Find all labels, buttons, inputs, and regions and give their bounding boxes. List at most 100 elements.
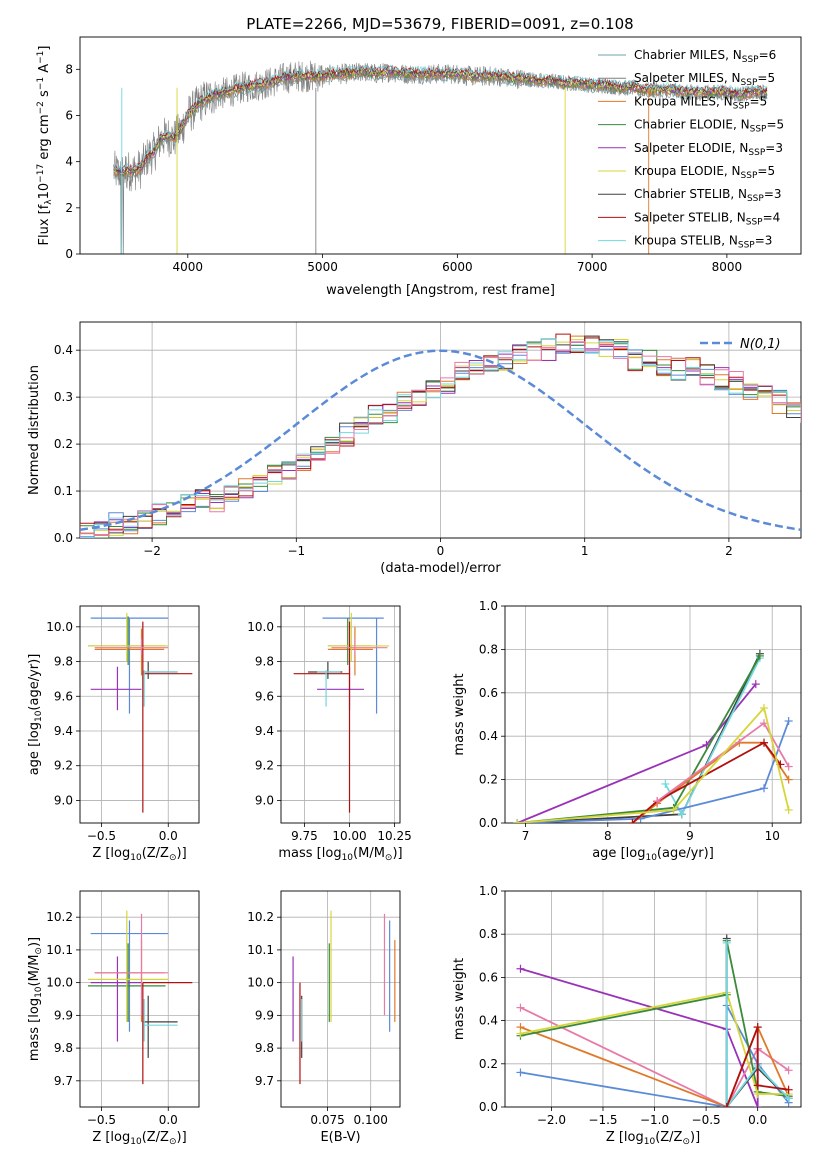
x-tick-label: −2.0 xyxy=(537,1113,566,1127)
x-tick-label: 10 xyxy=(765,829,780,843)
y-tick-label: 9.8 xyxy=(54,1041,73,1055)
x-tick-label: 8 xyxy=(604,829,612,843)
legend-entry-label: Salpeter ELODIE, NSSP=3 xyxy=(634,141,783,158)
y-tick-label: 6 xyxy=(65,108,73,122)
axes-frame xyxy=(79,36,802,255)
x-tick-label: −1 xyxy=(287,544,305,558)
y-tick-label: 9.8 xyxy=(255,1041,274,1055)
x-axis-label: E(B-V) xyxy=(320,1130,360,1145)
y-tick-label: 0.8 xyxy=(479,927,498,941)
weight_vs_Z-panel: −2.0 −1.5 −1.0 −0.5 0.0 0.0 0.2 0.4 0.6 0.8 1.0 Z [… xyxy=(452,884,802,1147)
x-tick-label: 10.00 xyxy=(332,829,366,843)
y-tick-label: 9.2 xyxy=(54,759,73,773)
x-tick-label: 4000 xyxy=(173,260,204,274)
weight_vs_age-panel: 7 8 9 10 0.0 0.2 0.4 0.6 0.8 1.0 age [log10(age/yr… xyxy=(452,599,802,863)
y-tick-label: 0.8 xyxy=(479,642,498,656)
residuals-panel: −2 −1 0 1 2 0.0 0.1 0.2 0.3 0.4 (data-model)/error… xyxy=(27,321,802,576)
y-axis-label: Flux [fλ10−17 erg cm−2 s−1 A−1] xyxy=(36,46,54,246)
y-tick-label: 4 xyxy=(65,155,73,169)
weight-series-line xyxy=(517,720,790,823)
y-tick-label: 0.3 xyxy=(54,390,73,404)
y-tick-label: 9.7 xyxy=(255,1074,274,1088)
x-tick-label: 0.0 xyxy=(748,1113,767,1127)
legend-entry-label: Chabrier STELIB, NSSP=3 xyxy=(634,187,782,204)
x-axis-label: age [log10(age/yr)] xyxy=(592,846,714,863)
y-tick-label: 0.0 xyxy=(479,1100,498,1114)
y-tick-label: 10.1 xyxy=(247,943,274,957)
x-axis-label: (data-model)/error xyxy=(380,561,501,576)
y-tick-label: 9.6 xyxy=(54,689,73,703)
figure-title: PLATE=2266, MJD=53679, FIBERID=0091, z=0… xyxy=(246,15,633,33)
weight-series-line xyxy=(725,1026,789,1107)
mass_vs_Z-data xyxy=(88,910,193,1085)
panels-layer: 4000 5000 6000 7000 8000 0 2 4 6 8 wavelength [Ang… xyxy=(27,36,802,1147)
x-tick-label: −1.0 xyxy=(640,1113,669,1127)
axes-frame xyxy=(280,890,401,1108)
y-tick-label: 9.4 xyxy=(54,724,73,738)
y-tick-label: 0.4 xyxy=(479,729,498,743)
age_vs_Z-data xyxy=(88,612,193,813)
spectrum-legend: Chabrier MILES, NSSP=6 Salpeter MILES, NS… xyxy=(598,48,784,251)
weight-series-line xyxy=(517,706,790,823)
y-tick-label: 9.9 xyxy=(255,1008,274,1022)
model-spectrum-line xyxy=(113,71,768,179)
axes-frame xyxy=(504,605,802,824)
axes-frame xyxy=(504,890,802,1108)
x-tick-label: 8000 xyxy=(712,260,743,274)
y-tick-label: 0.1 xyxy=(54,484,73,498)
weight-series-line xyxy=(520,967,759,1107)
y-axis-label: Normed distribution xyxy=(27,365,42,495)
x-tick-label: 0.0 xyxy=(159,1113,178,1127)
age_vs_mass-data xyxy=(293,612,390,813)
histogram-data xyxy=(80,333,801,538)
y-tick-label: 0.6 xyxy=(479,686,498,700)
y-axis-label: age [log10(age/yr)] xyxy=(27,654,44,776)
mass_vs_Z-panel: −0.5 0.0 9.7 9.8 9.9 10.0 10.1 10.2 Z [log10(Z/Z… xyxy=(27,890,200,1147)
model-spectrum-line xyxy=(113,64,768,171)
mass_vs_ebv-panel: 0.075 0.100 9.7 9.8 9.9 10.0 10.1 10.2 E(B-V) xyxy=(247,890,401,1145)
x-tick-label: 0.100 xyxy=(354,1113,388,1127)
mass_vs_ebv-data xyxy=(292,910,396,1085)
y-tick-label: 1.0 xyxy=(479,884,498,898)
y-tick-label: 0.0 xyxy=(54,531,73,545)
legend-entry-label: Chabrier MILES, NSSP=6 xyxy=(634,48,776,65)
y-tick-label: 9.0 xyxy=(255,793,274,807)
spectrum-data xyxy=(113,60,768,254)
legend-entry-label: Chabrier ELODIE, NSSP=5 xyxy=(634,118,784,135)
weight_vs_age-data xyxy=(513,649,793,823)
spectrum-panel: 4000 5000 6000 7000 8000 0 2 4 6 8 wavelength [Ang… xyxy=(36,36,802,298)
y-tick-label: 9.9 xyxy=(54,1008,73,1022)
y-tick-label: 0.0 xyxy=(479,816,498,830)
y-tick-label: 9.2 xyxy=(255,759,274,773)
y-tick-label: 0.6 xyxy=(479,970,498,984)
x-tick-label: 9.75 xyxy=(291,829,318,843)
x-tick-label: −0.5 xyxy=(87,829,116,843)
axes-frame xyxy=(79,890,200,1108)
x-tick-label: −2 xyxy=(143,544,161,558)
x-tick-label: 1 xyxy=(581,544,589,558)
age_vs_mass-panel: 9.75 10.00 10.25 9.0 9.2 9.4 9.6 9.8 10.0 mass [l… xyxy=(247,605,412,863)
weight_vs_Z-data xyxy=(516,934,793,1107)
y-tick-label: 10.0 xyxy=(247,620,274,634)
y-tick-label: 9.6 xyxy=(255,689,274,703)
x-tick-label: 6000 xyxy=(442,260,473,274)
y-tick-label: 9.4 xyxy=(255,724,274,738)
weight-series-line xyxy=(516,683,757,823)
legend-entry-label: Salpeter STELIB, NSSP=4 xyxy=(634,210,780,227)
x-tick-label: −0.5 xyxy=(87,1113,116,1127)
x-tick-label: 10.25 xyxy=(377,829,411,843)
x-tick-label: 7000 xyxy=(577,260,608,274)
y-tick-label: 0.4 xyxy=(479,1014,498,1028)
y-tick-label: 2 xyxy=(65,201,73,215)
y-tick-label: 8 xyxy=(65,62,73,76)
x-axis-label: mass [log10(M/M⊙)] xyxy=(278,846,402,863)
y-tick-label: 10.0 xyxy=(46,620,73,634)
x-tick-label: 5000 xyxy=(307,260,338,274)
x-axis-label: wavelength [Angstrom, rest frame] xyxy=(326,283,555,298)
y-tick-label: 9.7 xyxy=(54,1074,73,1088)
legend-entry-label: Salpeter MILES, NSSP=5 xyxy=(634,71,775,88)
y-tick-label: 1.0 xyxy=(479,599,498,613)
model-spectrum-line xyxy=(113,68,768,177)
axes-frame xyxy=(280,605,401,824)
y-tick-label: 9.8 xyxy=(255,655,274,669)
